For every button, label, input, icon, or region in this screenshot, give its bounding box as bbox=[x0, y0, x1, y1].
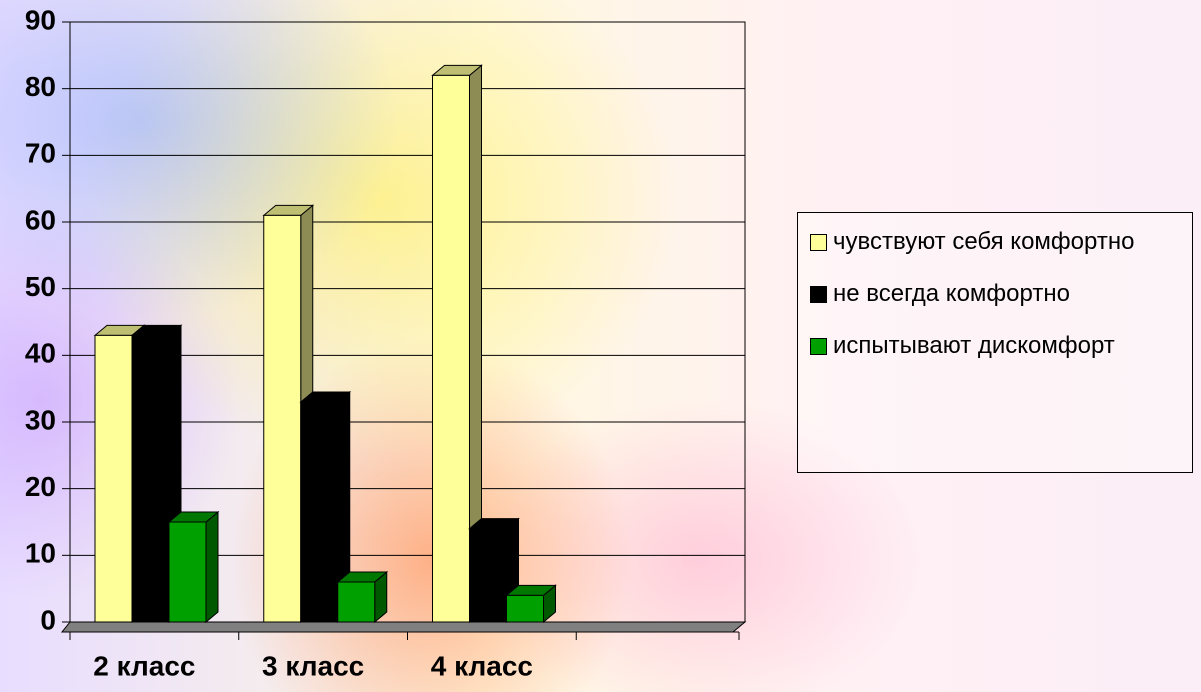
bar-side bbox=[205, 510, 219, 624]
legend-label: чувствуют себя комфортно bbox=[833, 228, 1135, 255]
y-tick-label: 50 bbox=[25, 271, 56, 302]
bar bbox=[299, 390, 352, 624]
bar bbox=[167, 510, 220, 624]
bar-front bbox=[94, 334, 133, 623]
y-tick-label: 70 bbox=[25, 138, 56, 169]
legend-swatch bbox=[810, 338, 827, 355]
y-tick-label: 10 bbox=[25, 538, 56, 569]
bar-front bbox=[131, 334, 170, 623]
bar bbox=[505, 584, 557, 624]
legend-entry: чувствуют себя комфортно bbox=[806, 227, 1184, 257]
legend-label: не всегда комфортно bbox=[833, 280, 1070, 307]
bar-front bbox=[263, 214, 302, 623]
x-tick-label: 4 класс bbox=[431, 650, 533, 681]
x-tick-label: 2 класс bbox=[93, 650, 195, 681]
floor bbox=[60, 621, 747, 633]
y-tick-label: 40 bbox=[25, 338, 56, 369]
legend-entry: испытывают дискомфорт bbox=[806, 331, 1184, 361]
bar-front bbox=[432, 74, 470, 623]
y-tick-label: 0 bbox=[40, 604, 56, 635]
legend: чувствуют себя комфортно не всегда комфор… bbox=[797, 212, 1193, 473]
bar-front bbox=[168, 521, 207, 623]
bar-front bbox=[337, 581, 376, 623]
x-tick-label: 3 класс bbox=[262, 650, 364, 681]
bar-front bbox=[469, 528, 507, 623]
y-tick-label: 90 bbox=[25, 4, 56, 35]
y-tick-label: 60 bbox=[25, 204, 56, 235]
legend-label: испытывают дискомфорт bbox=[833, 332, 1115, 359]
legend-entry: не всегда комфортно bbox=[806, 279, 1184, 309]
bar bbox=[336, 570, 389, 624]
bar-front bbox=[300, 401, 339, 623]
bar bbox=[431, 64, 483, 624]
bar-front bbox=[506, 594, 544, 623]
y-tick-label: 80 bbox=[25, 71, 56, 102]
legend-swatch bbox=[810, 286, 827, 303]
y-tick-label: 30 bbox=[25, 404, 56, 435]
legend-swatch bbox=[810, 234, 827, 251]
y-tick-label: 20 bbox=[25, 471, 56, 502]
